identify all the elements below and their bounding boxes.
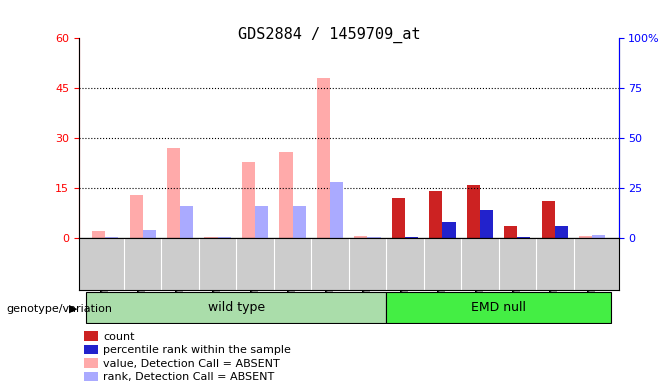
Bar [517,237,530,238]
Bar [255,206,268,238]
Bar [84,358,98,368]
Bar [84,345,98,354]
Text: genotype/variation: genotype/variation [7,304,113,314]
Bar [242,162,255,238]
Bar [167,148,180,238]
Bar [92,232,105,238]
Bar [429,192,442,238]
Text: value, Detection Call = ABSENT: value, Detection Call = ABSENT [103,359,280,369]
Text: count: count [103,332,135,342]
Bar [180,206,193,238]
Bar [386,292,611,323]
Bar [467,185,480,238]
Text: EMD null: EMD null [471,301,526,314]
Bar [84,331,98,341]
Bar [280,152,293,238]
Bar [205,237,218,238]
Text: GDS2884 / 1459709_at: GDS2884 / 1459709_at [238,27,420,43]
Text: percentile rank within the sample: percentile rank within the sample [103,345,291,355]
Bar [143,230,156,238]
Bar [592,235,605,238]
Bar [84,372,98,381]
Bar [504,227,517,238]
Text: rank, Detection Call = ABSENT: rank, Detection Call = ABSENT [103,372,274,382]
Bar [218,237,231,238]
Bar [542,202,555,238]
Bar [392,198,405,238]
Bar [293,206,306,238]
Bar [480,210,493,238]
Bar [130,195,143,238]
Bar [405,237,418,238]
Bar [579,237,592,238]
Bar [555,226,568,238]
Bar [317,78,330,238]
Bar [105,237,118,238]
Text: ▶: ▶ [69,304,78,314]
Bar [86,292,386,323]
Text: wild type: wild type [208,301,265,314]
Bar [330,182,343,238]
Bar [442,222,455,238]
Bar [355,237,367,238]
Bar [367,237,380,238]
